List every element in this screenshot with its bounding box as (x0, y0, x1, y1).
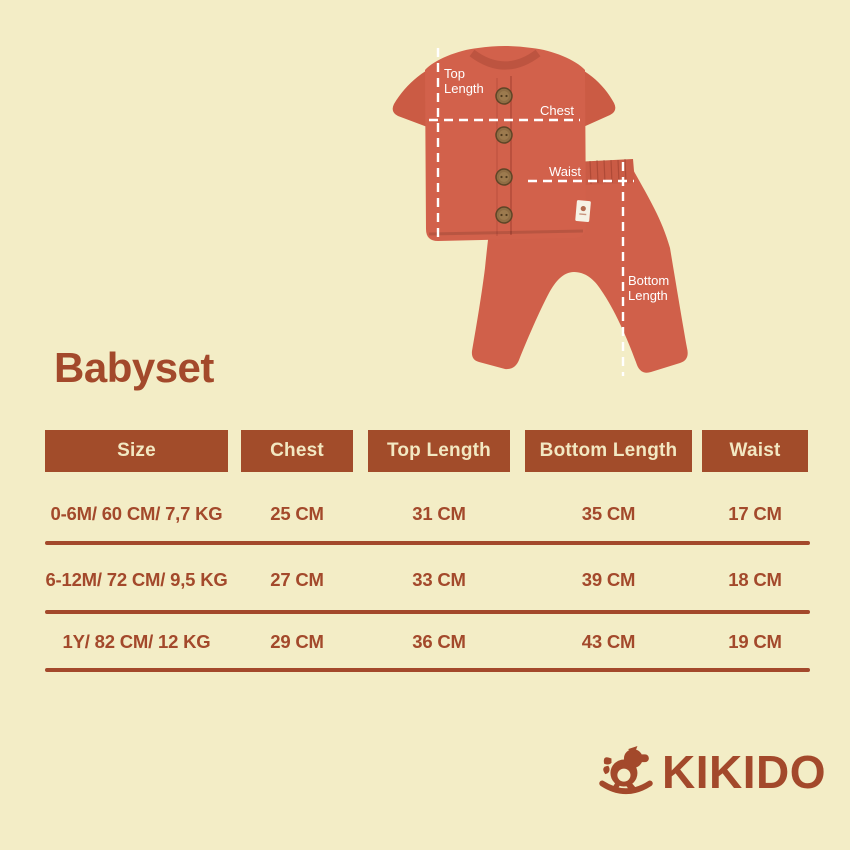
brand-name: KIKIDO (662, 746, 826, 798)
button-icon (495, 87, 513, 105)
table-cell-top-length: 33 CM (412, 569, 466, 590)
table-cell-top-length: 31 CM (412, 503, 466, 524)
header-top-length: Top Length (368, 430, 510, 472)
bottom-length-label-line1: Bottom (628, 273, 669, 288)
table-cell-bottom-length: 35 CM (581, 503, 636, 524)
row-divider (45, 541, 810, 545)
header-chest: Chest (241, 430, 353, 472)
table-cell-chest: 25 CM (270, 503, 324, 524)
table-cell-waist: 17 CM (728, 503, 782, 524)
page-title: Babyset (54, 344, 214, 391)
table-cell-size: 6-12M/ 72 CM/ 9,5 KG (45, 569, 228, 590)
top-length-label-line2: Length (444, 81, 484, 96)
shirt-hem-shadow (428, 229, 584, 236)
header-waist: Waist (702, 430, 808, 472)
table-cell-waist: 18 CM (728, 569, 782, 590)
table-cell-bottom-length: 39 CM (581, 569, 636, 590)
rocking-horse-icon (599, 746, 653, 795)
measurement-annotations (429, 48, 634, 376)
button-icon (495, 126, 513, 144)
table-cell-chest: 27 CM (270, 569, 324, 590)
table-cell-waist: 19 CM (728, 631, 782, 652)
garment-diagram: Top Length Chest Waist Bottom Length (378, 42, 700, 380)
header-size: Size (45, 430, 228, 472)
row-divider (45, 610, 810, 614)
row-divider (45, 668, 810, 672)
chest-label: Chest (540, 103, 574, 118)
top-length-label-line1: Top (444, 66, 465, 81)
table-cell-chest: 29 CM (270, 631, 324, 652)
garment-tag (575, 200, 591, 223)
table-cell-size: 0-6M/ 60 CM/ 7,7 KG (50, 503, 223, 524)
table-cell-bottom-length: 43 CM (581, 631, 636, 652)
waist-label: Waist (549, 164, 581, 179)
shirt-buttons (495, 87, 513, 224)
button-icon (495, 206, 513, 224)
shirt-illustration (392, 46, 616, 241)
garment-illustration: Top Length Chest Waist Bottom Length (392, 46, 688, 376)
bottom-length-label-line2: Length (628, 288, 668, 303)
header-bottom-length: Bottom Length (525, 430, 692, 472)
table-cell-size: 1Y/ 82 CM/ 12 KG (62, 631, 211, 652)
shirt-neckband (469, 49, 541, 70)
measurement-labels: Top Length Chest Waist Bottom Length (444, 66, 669, 303)
table-cell-top-length: 36 CM (412, 631, 466, 652)
button-icon (495, 168, 513, 186)
brand-logo: KIKIDO (599, 746, 826, 798)
